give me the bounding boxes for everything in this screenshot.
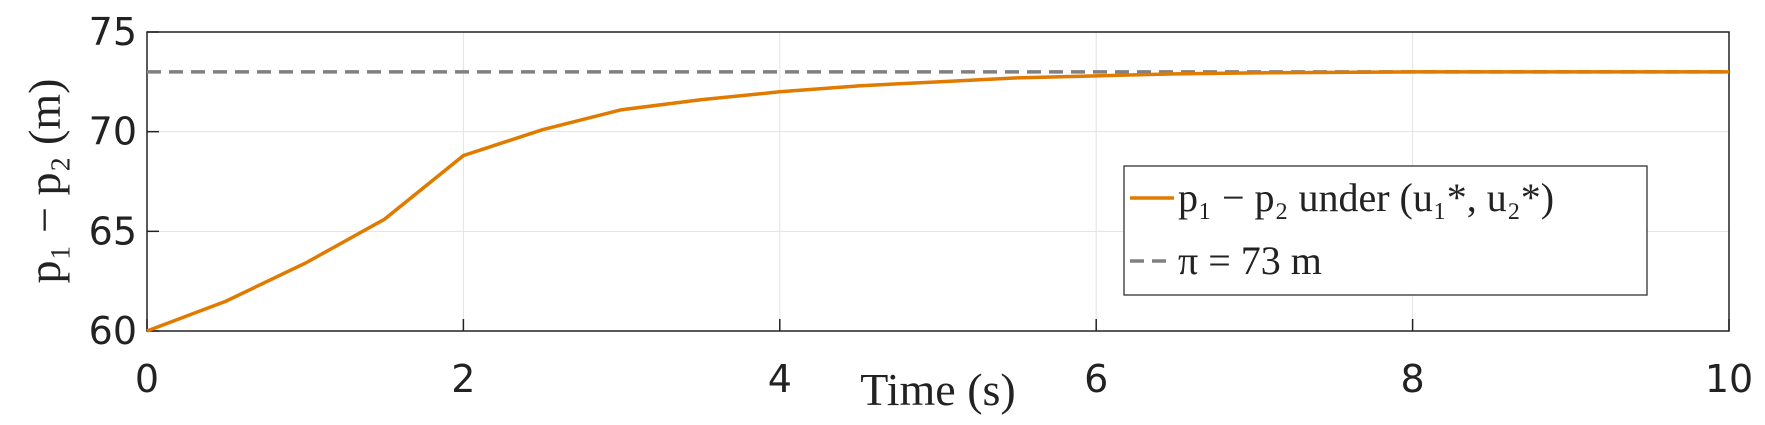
x-tick-label: 0	[135, 357, 159, 401]
x-tick-label: 10	[1705, 357, 1753, 401]
x-tick-label: 4	[768, 357, 792, 401]
y-tick-label: 65	[89, 209, 137, 253]
y-tick-label: 70	[89, 110, 137, 154]
legend-label: π = 73 m	[1178, 238, 1322, 283]
legend-label: p₁ − p₂ under (u₁*, u₂*)	[1178, 175, 1554, 220]
y-tick-label: 60	[89, 309, 137, 353]
x-axis-label: Time (s)	[860, 364, 1016, 415]
y-tick-label: 75	[89, 10, 137, 54]
x-tick-label: 8	[1401, 357, 1425, 401]
legend-box	[1123, 165, 1648, 296]
plot-frame	[146, 31, 1730, 332]
x-tick-label: 2	[451, 357, 475, 401]
y-axis-label: p₁ − p₂ (m)	[19, 79, 70, 284]
x-tick-label: 6	[1084, 357, 1108, 401]
series-line	[146, 70, 1729, 333]
